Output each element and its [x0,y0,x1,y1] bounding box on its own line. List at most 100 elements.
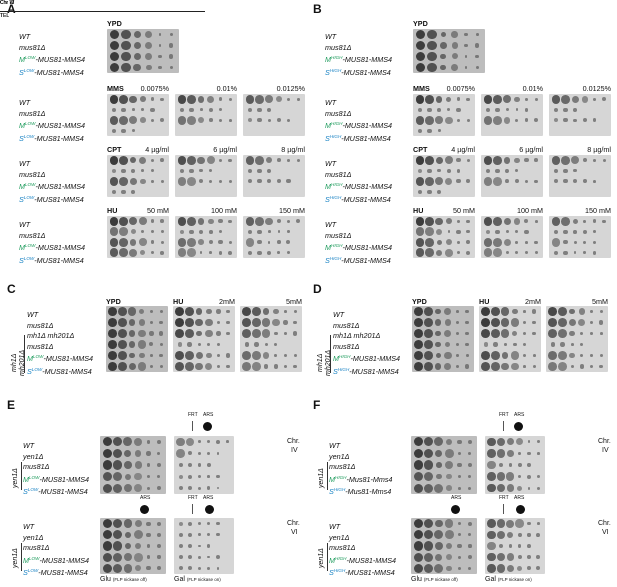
colony-spot [536,474,541,479]
colony-spot [197,521,202,526]
colony-spot [534,240,538,244]
colony-spot [123,437,133,447]
colony-spot [582,179,587,184]
colony-spot [140,178,146,184]
colony-spot [207,555,210,559]
strain-prefix: S [329,487,334,497]
colony-spot [102,541,112,551]
panel-label-E: E [7,398,16,412]
colony-spot [527,440,531,444]
colony-spot [286,97,291,101]
colony-spot [245,94,255,104]
colony-spot [169,54,174,59]
colony-spot [179,229,184,234]
colony-spot [123,483,133,493]
colony-spot [209,229,213,234]
strain-superscript: HIGH [329,67,342,73]
colony-spot [582,118,587,123]
colony-spot [226,320,230,325]
colony-spot [491,329,500,338]
colony-spot [444,308,452,315]
colony-spot [252,318,261,327]
colony-spot [580,342,584,347]
colony-spot [112,541,123,551]
colony-spot [177,237,187,247]
colony-spot [112,448,123,459]
colony-spot [196,330,202,337]
colony-spot [515,118,519,122]
colony-spot [573,240,577,244]
colony-spot [532,331,536,336]
colony-spot [189,229,194,234]
colony-spot [130,229,136,235]
colony-spot [427,40,437,50]
strain-superscript: HIGH [329,133,342,139]
colony-spot [206,156,216,165]
colony-spot [207,566,211,570]
colony-spot [485,107,490,112]
colony-spot [175,329,185,338]
colony-spot [599,353,603,358]
colony-spot [510,362,519,371]
colony-spot [277,230,281,234]
colony-spot [187,115,196,125]
colony-spot [457,543,462,549]
colony-spot [296,97,300,101]
colony-spot [537,452,540,455]
colony-spot [175,351,185,360]
colony-spot [159,331,164,336]
colony-spot [440,53,447,60]
colony-spot [226,364,230,369]
colony-spot [159,353,164,358]
strain-prefix: S [325,255,330,265]
colony-spot [427,168,432,173]
yen1-side-label: yen1Δ [318,548,325,568]
colony-spot [506,553,515,561]
colony-spot [563,229,568,234]
colony-spot [102,448,112,459]
strain-label: MLOW-MUS81-MMS4 [23,473,89,486]
colony-spot [119,115,128,125]
colony-spot [111,189,116,194]
colony-spot [247,179,252,184]
colony-spot [527,544,531,548]
colony-spot [527,533,531,537]
colony-spot [257,250,262,255]
telomere-label: TEL [0,13,10,19]
condition-CPT: CPT [413,145,427,154]
colony-spot [159,364,163,369]
strain-label: mus81Δ [325,169,352,179]
strain-suffix: -Mus81-Mms4 [345,487,392,497]
strain-label: mus81Δ [329,543,356,553]
colony-spot [590,310,593,313]
colony-spot [175,362,185,371]
condition-name: CPT [107,145,122,154]
colony-spot [506,519,515,528]
colony-spot [496,553,506,562]
colony-spot [593,158,596,162]
colony-spot [491,351,500,360]
colony-spot [414,307,424,316]
colony-spot [257,118,262,123]
strain-label: SLOW-MUS81-MMS4 [19,66,85,79]
colony-spot [515,251,519,255]
colony-spot [146,521,151,526]
colony-spot [187,237,196,247]
colony-spot [511,308,518,315]
colony-spot [456,251,461,255]
colony-spot [423,437,434,447]
colony-spot [242,351,252,360]
colony-spot [464,66,468,69]
colony-spot [571,95,579,103]
colony-spot [207,342,211,347]
colony-spot [218,158,223,162]
strain-suffix: -MUS81-MMS4 [341,67,391,77]
colony-spot [119,94,128,104]
strain-superscript: LOW [23,133,35,139]
colony-spot [424,307,433,316]
glu-plate-chr6 [411,518,477,574]
colony-spot [491,318,500,327]
strain-label: WT [23,441,35,450]
colony-spot [129,95,137,103]
colony-spot [569,330,575,337]
